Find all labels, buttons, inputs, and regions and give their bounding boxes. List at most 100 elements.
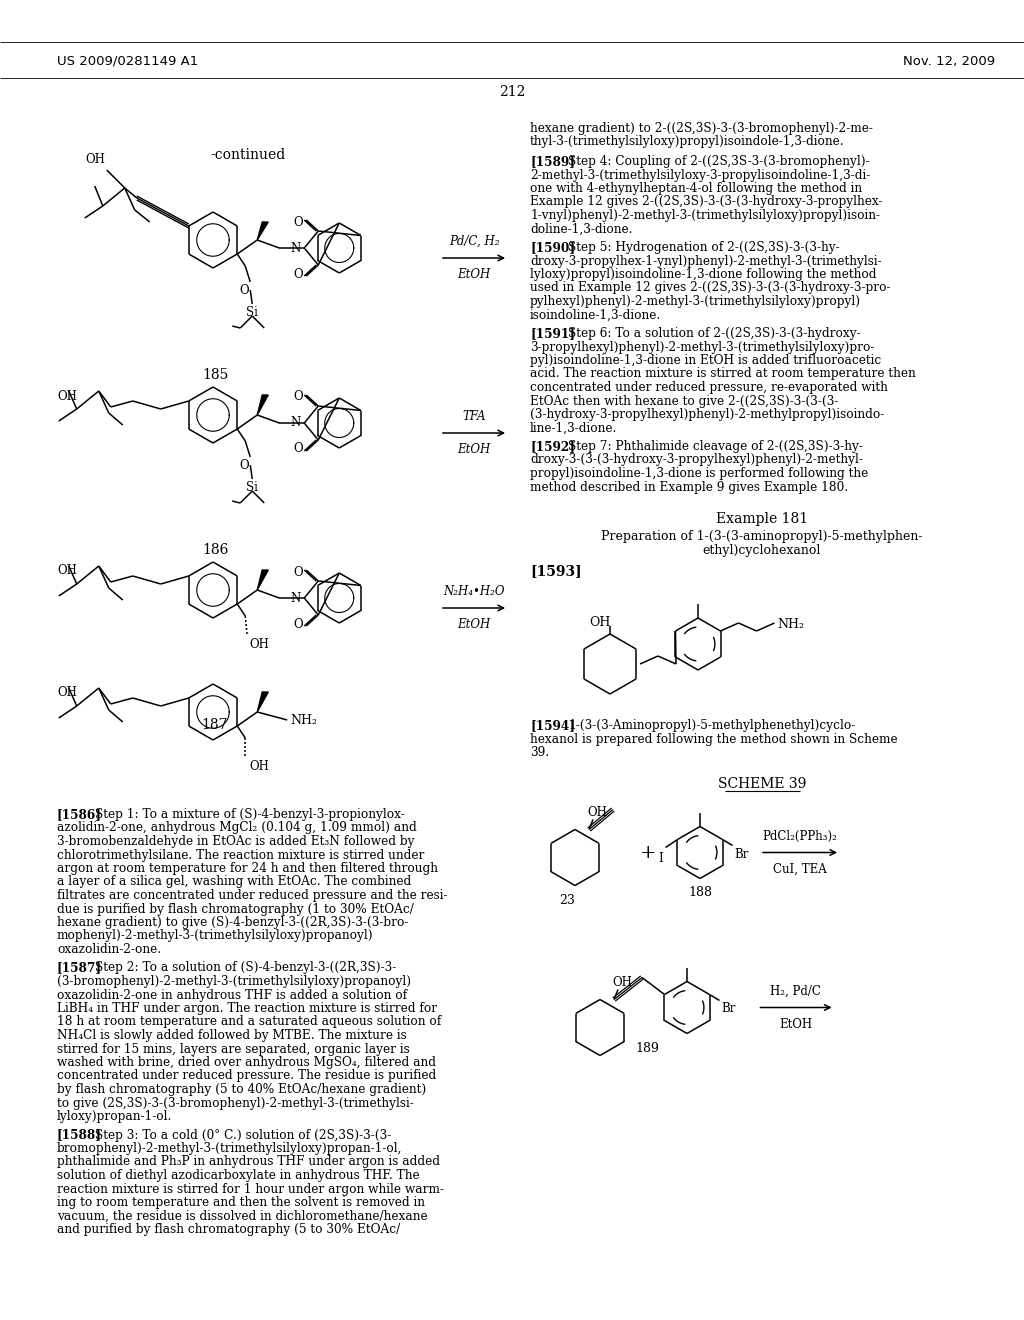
Text: 185: 185 — [202, 368, 228, 381]
Text: method described in Example 9 gives Example 180.: method described in Example 9 gives Exam… — [530, 480, 848, 494]
Text: Nov. 12, 2009: Nov. 12, 2009 — [903, 55, 995, 69]
Text: thyl-3-(trimethylsilyloxy)propyl)isoindole-1,3-dione.: thyl-3-(trimethylsilyloxy)propyl)isoindo… — [530, 136, 845, 149]
Text: stirred for 15 mins, layers are separated, organic layer is: stirred for 15 mins, layers are separate… — [57, 1043, 410, 1056]
Text: by flash chromatography (5 to 40% EtOAc/hexane gradient): by flash chromatography (5 to 40% EtOAc/… — [57, 1082, 426, 1096]
Text: 2-methyl-3-(trimethylsilyloxy-3-propylisoindoline-1,3-di-: 2-methyl-3-(trimethylsilyloxy-3-propylis… — [530, 169, 870, 181]
Text: O: O — [294, 215, 303, 228]
Text: line-1,3-dione.: line-1,3-dione. — [530, 421, 617, 434]
Text: hexanol is prepared following the method shown in Scheme: hexanol is prepared following the method… — [530, 733, 898, 746]
Text: Br: Br — [734, 847, 749, 861]
Text: NH₂: NH₂ — [290, 714, 317, 726]
Text: one with 4-ethynylheptan-4-ol following the method in: one with 4-ethynylheptan-4-ol following … — [530, 182, 862, 195]
Text: N: N — [290, 242, 300, 255]
Text: OH: OH — [57, 565, 77, 578]
Text: N₂H₄•H₂O: N₂H₄•H₂O — [443, 585, 505, 598]
Text: OH: OH — [587, 807, 607, 820]
Text: H₂, Pd/C: H₂, Pd/C — [770, 985, 821, 998]
Text: bromophenyl)-2-methyl-3-(trimethylsilyloxy)propan-1-ol,: bromophenyl)-2-methyl-3-(trimethylsilylo… — [57, 1142, 402, 1155]
Text: EtOH: EtOH — [458, 618, 490, 631]
Text: 187: 187 — [202, 718, 228, 733]
Text: doline-1,3-dione.: doline-1,3-dione. — [530, 223, 633, 235]
Text: O: O — [240, 459, 249, 473]
Text: PdCl₂(PPh₃)₂: PdCl₂(PPh₃)₂ — [763, 829, 838, 842]
Text: OH: OH — [57, 389, 77, 403]
Text: 39.: 39. — [530, 746, 549, 759]
Text: 23: 23 — [559, 894, 574, 907]
Text: TFA: TFA — [462, 411, 485, 422]
Text: +: + — [640, 843, 656, 862]
Text: acid. The reaction mixture is stirred at room temperature then: acid. The reaction mixture is stirred at… — [530, 367, 915, 380]
Text: EtOAc then with hexane to give 2-((2S,3S)-3-(3-(3-: EtOAc then with hexane to give 2-((2S,3S… — [530, 395, 839, 408]
Text: [1594]: [1594] — [530, 719, 575, 733]
Text: filtrates are concentrated under reduced pressure and the resi-: filtrates are concentrated under reduced… — [57, 888, 447, 902]
Text: -continued: -continued — [210, 148, 286, 162]
Text: pyl)isoindoline-1,3-dione in EtOH is added trifluoroacetic: pyl)isoindoline-1,3-dione in EtOH is add… — [530, 354, 882, 367]
Text: Br: Br — [722, 1002, 736, 1015]
Text: SCHEME 39: SCHEME 39 — [718, 777, 806, 792]
Text: 3-bromobenzaldehyde in EtOAc is added Et₃N followed by: 3-bromobenzaldehyde in EtOAc is added Et… — [57, 836, 415, 847]
Text: Step 7: Phthalimide cleavage of 2-((2S,3S)-3-hy-: Step 7: Phthalimide cleavage of 2-((2S,3… — [568, 440, 863, 453]
Text: droxy-3-(3-(3-hydroxy-3-propylhexyl)phenyl)-2-methyl-: droxy-3-(3-(3-hydroxy-3-propylhexyl)phen… — [530, 454, 863, 466]
Text: 188: 188 — [688, 887, 712, 899]
Text: hexane gradient) to give (S)-4-benzyl-3-((2R,3S)-3-(3-bro-: hexane gradient) to give (S)-4-benzyl-3-… — [57, 916, 409, 929]
Text: [1592]: [1592] — [530, 440, 575, 453]
Text: OH: OH — [249, 638, 269, 651]
Text: mophenyl)-2-methyl-3-(trimethylsilyloxy)propanoyl): mophenyl)-2-methyl-3-(trimethylsilyloxy)… — [57, 929, 374, 942]
Text: Step 2: To a solution of (S)-4-benzyl-3-((2R,3S)-3-: Step 2: To a solution of (S)-4-benzyl-3-… — [95, 961, 396, 974]
Text: US 2009/0281149 A1: US 2009/0281149 A1 — [57, 55, 199, 69]
Text: washed with brine, dried over anhydrous MgSO₄, filtered and: washed with brine, dried over anhydrous … — [57, 1056, 436, 1069]
Text: OH: OH — [57, 686, 77, 700]
Text: EtOH: EtOH — [458, 444, 490, 455]
Text: oxazolidin-2-one in anhydrous THF is added a solution of: oxazolidin-2-one in anhydrous THF is add… — [57, 989, 408, 1002]
Text: droxy-3-propylhex-1-ynyl)phenyl)-2-methyl-3-(trimethylsi-: droxy-3-propylhex-1-ynyl)phenyl)-2-methy… — [530, 255, 882, 268]
Text: Preparation of 1-(3-(3-aminopropyl)-5-methylphen-: Preparation of 1-(3-(3-aminopropyl)-5-me… — [601, 531, 923, 543]
Text: OH: OH — [85, 153, 104, 166]
Text: (3-bromophenyl)-2-methyl-3-(trimethylsilyloxy)propanoyl): (3-bromophenyl)-2-methyl-3-(trimethylsil… — [57, 975, 411, 987]
Text: concentrated under reduced pressure. The residue is purified: concentrated under reduced pressure. The… — [57, 1069, 436, 1082]
Text: O: O — [240, 284, 249, 297]
Text: propyl)isoindoline-1,3-dione is performed following the: propyl)isoindoline-1,3-dione is performe… — [530, 467, 868, 480]
Text: (3-hydroxy-3-propylhexyl)phenyl)-2-methylpropyl)isoindo-: (3-hydroxy-3-propylhexyl)phenyl)-2-methy… — [530, 408, 885, 421]
Text: Step 3: To a cold (0° C.) solution of (2S,3S)-3-(3-: Step 3: To a cold (0° C.) solution of (2… — [95, 1129, 391, 1142]
Text: pylhexyl)phenyl)-2-methyl-3-(trimethylsilyloxy)propyl): pylhexyl)phenyl)-2-methyl-3-(trimethylsi… — [530, 294, 861, 308]
Text: EtOH: EtOH — [458, 268, 490, 281]
Text: CuI, TEA: CuI, TEA — [773, 862, 826, 875]
Polygon shape — [257, 222, 268, 240]
Text: 212: 212 — [499, 84, 525, 99]
Text: oxazolidin-2-one.: oxazolidin-2-one. — [57, 942, 161, 956]
Text: used in Example 12 gives 2-((2S,3S)-3-(3-(3-hydroxy-3-pro-: used in Example 12 gives 2-((2S,3S)-3-(3… — [530, 281, 891, 294]
Text: reaction mixture is stirred for 1 hour under argon while warm-: reaction mixture is stirred for 1 hour u… — [57, 1183, 444, 1196]
Polygon shape — [257, 692, 268, 711]
Text: solution of diethyl azodicarboxylate in anhydrous THF. The: solution of diethyl azodicarboxylate in … — [57, 1170, 420, 1181]
Text: phthalimide and Ph₃P in anhydrous THF under argon is added: phthalimide and Ph₃P in anhydrous THF un… — [57, 1155, 440, 1168]
Text: Step 4: Coupling of 2-((2S,3S-3-(3-bromophenyl)-: Step 4: Coupling of 2-((2S,3S-3-(3-bromo… — [568, 154, 869, 168]
Text: 1-vnyl)phenyl)-2-methyl-3-(trimethylsilyloxy)propyl)isoin-: 1-vnyl)phenyl)-2-methyl-3-(trimethylsily… — [530, 209, 880, 222]
Text: O: O — [294, 442, 303, 455]
Text: and purified by flash chromatography (5 to 30% EtOAc/: and purified by flash chromatography (5 … — [57, 1224, 400, 1236]
Text: 189: 189 — [635, 1041, 658, 1055]
Text: O: O — [294, 268, 303, 281]
Polygon shape — [257, 395, 268, 414]
Text: isoindoline-1,3-dione.: isoindoline-1,3-dione. — [530, 309, 662, 322]
Text: OH: OH — [590, 616, 610, 630]
Text: due is purified by flash chromatography (1 to 30% EtOAc/: due is purified by flash chromatography … — [57, 903, 414, 916]
Text: 18 h at room temperature and a saturated aqueous solution of: 18 h at room temperature and a saturated… — [57, 1015, 441, 1028]
Text: N: N — [290, 591, 300, 605]
Polygon shape — [257, 570, 268, 590]
Text: EtOH: EtOH — [779, 1018, 812, 1031]
Text: [1586]: [1586] — [57, 808, 102, 821]
Text: vacuum, the residue is dissolved in dichloromethane/hexane: vacuum, the residue is dissolved in dich… — [57, 1209, 428, 1222]
Text: O: O — [294, 565, 303, 578]
Text: 186: 186 — [202, 543, 228, 557]
Text: Example 181: Example 181 — [716, 512, 808, 525]
Text: ethyl)cyclohexanol: ethyl)cyclohexanol — [702, 544, 821, 557]
Text: N: N — [290, 417, 300, 429]
Text: chlorotrimethylsilane. The reaction mixture is stirred under: chlorotrimethylsilane. The reaction mixt… — [57, 849, 424, 862]
Text: Si: Si — [247, 480, 258, 494]
Text: [1593]: [1593] — [530, 564, 582, 578]
Text: azolidin-2-one, anhydrous MgCl₂ (0.104 g, 1.09 mmol) and: azolidin-2-one, anhydrous MgCl₂ (0.104 g… — [57, 821, 417, 834]
Text: NH₂: NH₂ — [777, 619, 805, 631]
Text: ing to room temperature and then the solvent is removed in: ing to room temperature and then the sol… — [57, 1196, 425, 1209]
Text: Step 5: Hydrogenation of 2-((2S,3S)-3-(3-hy-: Step 5: Hydrogenation of 2-((2S,3S)-3-(3… — [568, 242, 840, 253]
Text: NH₄Cl is slowly added followed by MTBE. The mixture is: NH₄Cl is slowly added followed by MTBE. … — [57, 1030, 407, 1041]
